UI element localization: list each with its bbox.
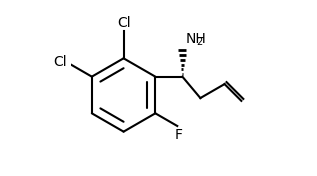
Text: Cl: Cl bbox=[53, 55, 67, 69]
Text: NH: NH bbox=[186, 32, 207, 46]
Text: 2: 2 bbox=[197, 37, 203, 47]
Text: Cl: Cl bbox=[117, 16, 130, 30]
Text: F: F bbox=[174, 128, 182, 142]
